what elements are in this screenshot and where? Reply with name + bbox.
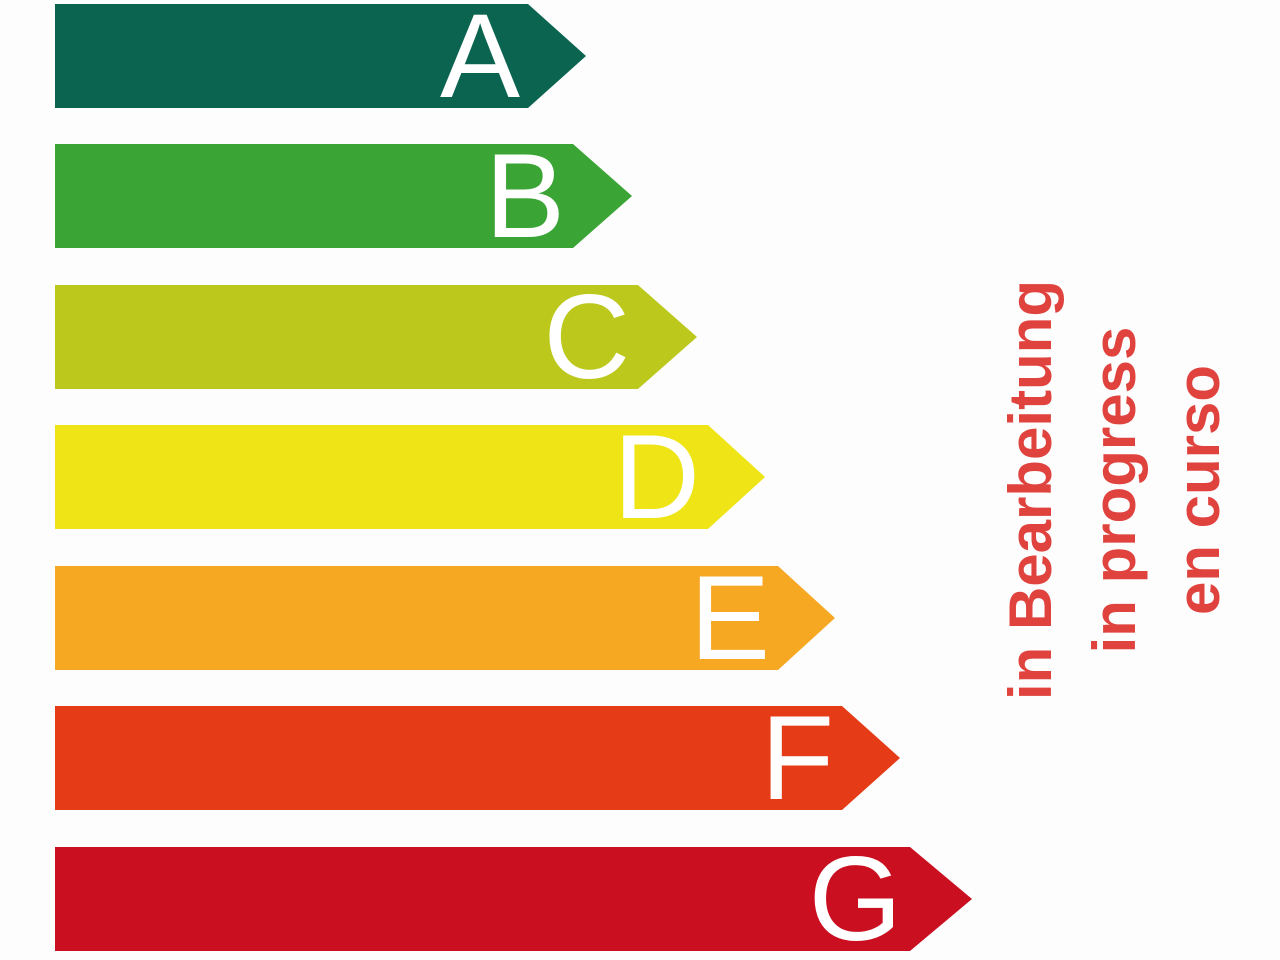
band-label-e: E	[689, 551, 770, 685]
status-line-en: in progress	[1081, 326, 1148, 654]
energy-band-c: C	[55, 285, 697, 389]
status-line-de: in Bearbeitung	[997, 279, 1064, 701]
energy-band-g: G	[55, 847, 972, 951]
energy-band-b: B	[55, 144, 632, 248]
band-label-f: F	[760, 691, 834, 825]
band-label-d: D	[613, 410, 700, 544]
status-line-es: en curso	[1165, 364, 1232, 616]
band-label-g: G	[808, 832, 902, 960]
band-label-b: B	[484, 129, 565, 263]
energy-band-f: F	[55, 706, 900, 810]
energy-band-e: E	[55, 566, 835, 670]
band-label-c: C	[543, 270, 630, 404]
energy-band-a: A	[55, 4, 586, 108]
band-label-a: A	[439, 0, 520, 123]
energy-band-d: D	[55, 425, 765, 529]
status-note: in Bearbeitung in progress en curso	[989, 280, 1241, 700]
